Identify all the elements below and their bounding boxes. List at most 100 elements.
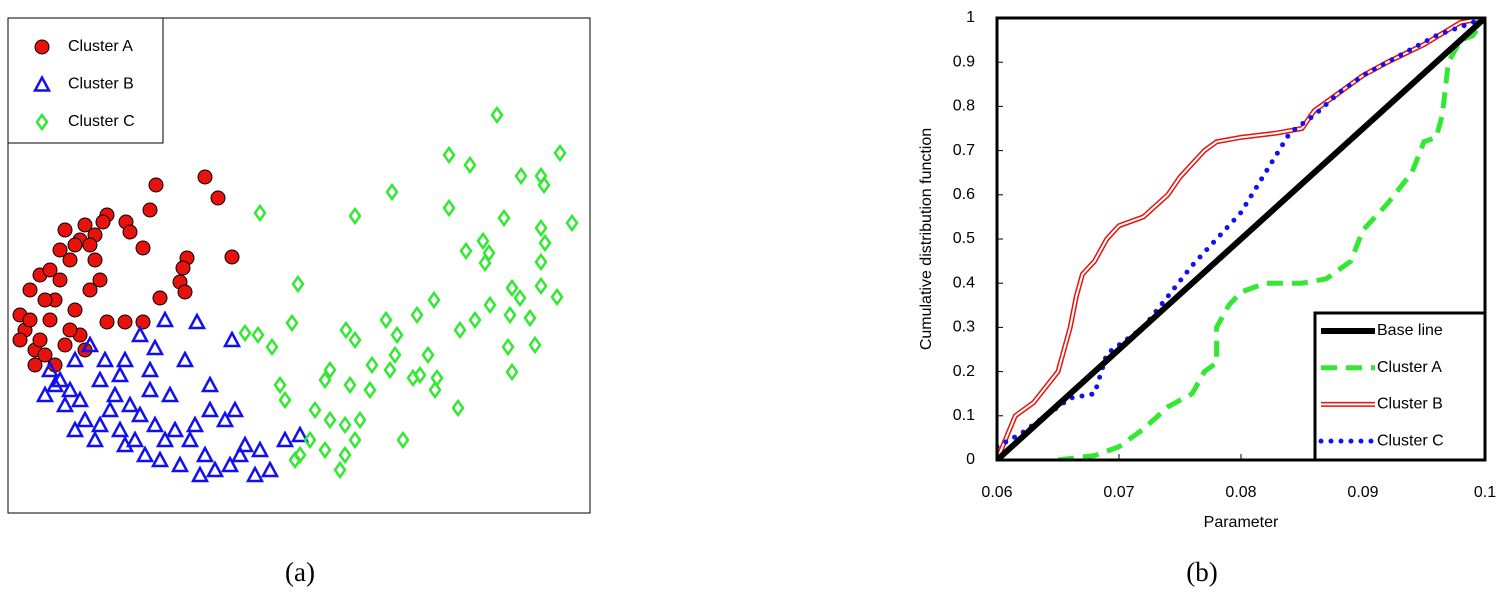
point	[225, 400, 245, 418]
x-tick-label: 0.09	[1347, 484, 1378, 501]
point	[406, 368, 420, 388]
point	[90, 415, 110, 433]
point	[323, 410, 337, 430]
point	[523, 308, 537, 328]
point	[197, 169, 213, 185]
point	[77, 217, 93, 233]
point	[65, 420, 85, 438]
point	[99, 314, 115, 330]
legend-label: Cluster C	[68, 113, 135, 130]
point	[82, 237, 98, 253]
x-tick-label: 0.08	[1225, 484, 1256, 501]
point	[453, 320, 467, 340]
point	[537, 175, 551, 195]
point	[117, 314, 133, 330]
point	[160, 385, 180, 403]
point	[308, 400, 322, 420]
point	[290, 425, 310, 443]
point	[140, 380, 160, 398]
point	[185, 415, 205, 433]
point	[135, 314, 151, 330]
point	[75, 410, 95, 428]
point	[145, 338, 165, 356]
y-tick-label: 0.6	[953, 186, 975, 203]
plot-frame	[995, 16, 1487, 462]
point	[110, 420, 130, 438]
point	[463, 155, 477, 175]
point	[534, 252, 548, 272]
legend-marker	[32, 74, 52, 92]
point	[12, 332, 28, 348]
point	[92, 272, 108, 288]
legend-marker	[35, 112, 49, 132]
point	[42, 262, 58, 278]
point	[82, 282, 98, 298]
point	[490, 105, 504, 125]
point	[148, 177, 164, 193]
point	[385, 182, 399, 202]
y-tick-label: 0.1	[953, 407, 975, 424]
point	[235, 435, 255, 453]
point	[565, 213, 579, 233]
point	[190, 465, 210, 483]
legend-marker	[34, 39, 50, 55]
line	[1057, 18, 1485, 460]
point	[115, 350, 135, 368]
legend-label: Cluster A	[68, 38, 133, 55]
point	[288, 450, 302, 470]
point	[388, 345, 402, 365]
point	[275, 430, 295, 448]
point	[80, 335, 100, 353]
legend-label: Cluster C	[1377, 432, 1444, 449]
y-tick-label: 0.7	[953, 142, 975, 159]
plot-lines	[997, 18, 1485, 460]
point	[27, 357, 43, 373]
point	[122, 224, 138, 240]
x-tick-label: 0.06	[981, 484, 1012, 501]
point	[95, 350, 115, 368]
point	[430, 368, 444, 388]
point	[513, 288, 527, 308]
point	[224, 249, 240, 265]
y-tick-label: 0.9	[953, 53, 975, 70]
point	[497, 208, 511, 228]
point	[87, 252, 103, 268]
line	[997, 18, 1485, 450]
point	[428, 380, 442, 400]
point	[348, 330, 362, 350]
point	[265, 337, 279, 357]
point	[135, 445, 155, 463]
point	[363, 380, 377, 400]
point	[67, 237, 83, 253]
point	[250, 440, 270, 458]
point	[260, 460, 280, 478]
y-tick-label: 0.3	[953, 319, 975, 336]
point	[222, 330, 242, 348]
point	[120, 395, 140, 413]
point	[478, 253, 492, 273]
y-tick-label: 0.5	[953, 230, 975, 247]
point	[348, 206, 362, 226]
point	[130, 325, 150, 343]
point	[57, 337, 73, 353]
point	[152, 290, 168, 306]
point	[37, 347, 53, 363]
point	[550, 287, 564, 307]
point	[451, 398, 465, 418]
point	[413, 365, 427, 385]
point	[22, 312, 38, 328]
point	[291, 274, 305, 294]
legend-label: Base line	[1377, 322, 1443, 339]
y-tick-label: 1	[966, 9, 975, 26]
point	[180, 430, 200, 448]
point	[528, 335, 542, 355]
point	[220, 455, 240, 473]
plot-frame	[7, 17, 591, 514]
y-tick-label: 0.4	[953, 274, 975, 291]
point	[514, 166, 528, 186]
point	[285, 313, 299, 333]
point	[476, 231, 490, 251]
point	[175, 350, 195, 368]
point	[177, 284, 193, 300]
point	[52, 242, 68, 258]
